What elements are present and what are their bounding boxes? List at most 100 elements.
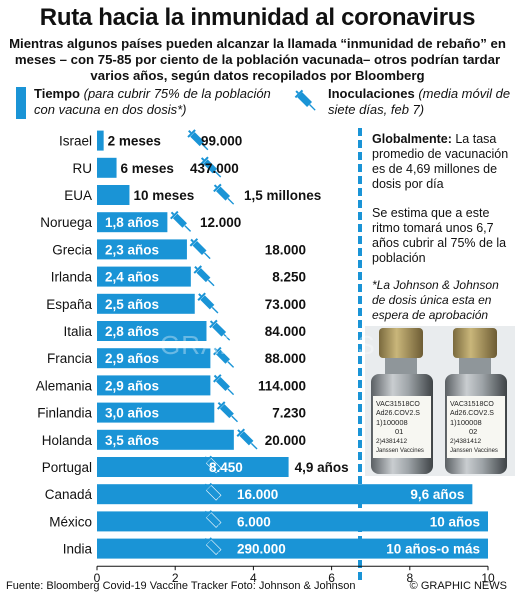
vial-1-label-0: VAC31518CO xyxy=(376,401,420,408)
vial-1-label-1: Ad26.COV2.S xyxy=(376,410,420,417)
category-label: México xyxy=(49,514,92,529)
bar-13 xyxy=(97,484,473,505)
syringe-icon xyxy=(213,346,235,368)
time-label: 10 años-o más xyxy=(386,542,480,557)
category-label: India xyxy=(63,542,93,557)
inoculations-label: 73.000 xyxy=(265,297,306,312)
time-label: 2,9 años xyxy=(105,351,159,366)
bar-7 xyxy=(97,321,207,341)
legend-time-label: Tiempo xyxy=(34,86,80,101)
inoculations-label: 1,5 millones xyxy=(244,188,321,203)
syringe-icon xyxy=(187,129,209,151)
pace-text: Se estima que a este ritmo tomará unos 6… xyxy=(372,206,507,265)
x-tick-label: 10 xyxy=(481,571,495,585)
time-label: 2,5 años xyxy=(105,297,159,312)
inoculations-label: 437.000 xyxy=(190,161,239,176)
x-tick-label: 6 xyxy=(328,571,335,585)
inoculations-label: 6.000 xyxy=(237,514,271,529)
footer-credit: © GRAPHIC NEWS xyxy=(409,580,507,592)
vial-2-label-1: Ad26.COV2.S xyxy=(450,410,494,417)
bar-12 xyxy=(97,457,289,477)
inoculations-label: 20.000 xyxy=(265,433,306,448)
category-label: Italia xyxy=(63,324,92,339)
category-label: Francia xyxy=(47,351,93,366)
bar-0 xyxy=(97,130,104,151)
syringe-icon xyxy=(213,183,235,205)
legend-time: Tiempo (para cubrir 75% de la población … xyxy=(34,86,289,118)
time-label: 2 meses xyxy=(108,134,161,149)
inoculations-label: 16.000 xyxy=(237,487,278,502)
category-label: Grecia xyxy=(52,242,92,257)
page-title: Ruta hacia la inmunidad al coronavirus xyxy=(39,4,476,31)
category-label: Canadá xyxy=(45,487,93,502)
category-label: EUA xyxy=(64,188,92,203)
bar-5 xyxy=(97,266,191,287)
category-label: Holanda xyxy=(42,433,93,448)
legend-inoculations: Inoculaciones (media móvil de siete días… xyxy=(328,86,513,118)
syringe-icon xyxy=(203,537,225,559)
syringe-icon xyxy=(200,156,222,178)
syringe-icon xyxy=(236,428,258,450)
inoculations-label: 8.450 xyxy=(209,460,243,475)
vial-1-label-2: 1)100008 xyxy=(376,418,408,427)
category-label: Portugal xyxy=(42,460,92,475)
category-label: Alemania xyxy=(36,378,93,393)
inoculations-label: 88.000 xyxy=(265,351,306,366)
panel-divider xyxy=(358,128,362,580)
global-rate-text: Globalmente: La tasa promedio de vacunac… xyxy=(372,132,512,192)
syringe-icon xyxy=(216,401,238,423)
global-label: Globalmente: xyxy=(372,132,452,146)
category-label: Israel xyxy=(59,134,92,149)
syringe-icon xyxy=(170,210,192,232)
syringe-icon xyxy=(209,319,231,341)
inoculations-label: 12.000 xyxy=(200,215,241,230)
category-label: España xyxy=(46,297,92,312)
vaccine-vials-photo: VAC31518CO Ad26.COV2.S 1)100008 01 2)438… xyxy=(365,326,515,476)
inoculations-label: 18.000 xyxy=(265,242,306,257)
inoculations-label: 84.000 xyxy=(265,324,306,339)
x-tick-label: 4 xyxy=(250,571,257,585)
time-label: 2,8 años xyxy=(105,324,159,339)
bar-15 xyxy=(97,538,488,559)
vial-1-label-4: 2)4381412 xyxy=(376,438,407,445)
category-label: Irlanda xyxy=(51,270,93,285)
syringe-icon xyxy=(203,482,225,504)
inoculations-label: 8.250 xyxy=(272,270,306,285)
category-label: Noruega xyxy=(40,215,92,230)
bar-3 xyxy=(97,212,168,233)
jj-note: *La Johnson & Johnson de dosis única est… xyxy=(372,278,499,322)
bar-14 xyxy=(97,511,488,532)
inoculations-label: 7.230 xyxy=(272,406,306,421)
bar-1 xyxy=(97,157,117,178)
legend-syringe-icon xyxy=(292,87,320,120)
category-label: RU xyxy=(73,161,93,176)
global-text: La tasa promedio de vacunación es de 4,6… xyxy=(372,132,509,191)
bar-10 xyxy=(97,402,215,423)
time-label: 10 meses xyxy=(133,188,194,203)
x-tick-label: 0 xyxy=(94,571,101,585)
inoculations-label: 290.000 xyxy=(237,542,286,557)
inoculations-label: 114.000 xyxy=(258,378,306,393)
vial-1-label-5: Janssen Vaccines xyxy=(376,448,424,454)
vial-2-label-3: 02 xyxy=(469,427,477,436)
page-subtitle: Mientras algunos países pueden alcanzar … xyxy=(9,36,506,83)
footer-source: Fuente: Bloomberg Covid-19 Vaccine Track… xyxy=(6,580,356,592)
syringe-icon xyxy=(197,292,219,314)
legend-time-swatch xyxy=(16,87,26,119)
watermark: GRAPHIC NEWS xyxy=(160,330,376,360)
bar-6 xyxy=(97,293,195,314)
time-label: 10 años xyxy=(430,514,480,529)
inoculations-label: 99.000 xyxy=(201,134,242,149)
syringe-icon xyxy=(189,238,211,260)
syringe-icon xyxy=(203,455,225,477)
bar-4 xyxy=(97,239,187,260)
vial-2: VAC31518CO Ad26.COV2.S 1)100008 02 2)438… xyxy=(445,328,507,474)
time-label: 3,0 años xyxy=(105,406,159,421)
legend-inoc-note: (media móvil de siete días, feb 7) xyxy=(328,86,511,117)
vial-1-label-3: 01 xyxy=(395,427,403,436)
bar-11 xyxy=(97,429,234,450)
time-label: 6 meses xyxy=(121,161,174,176)
time-label: 4,9 años xyxy=(295,460,349,475)
